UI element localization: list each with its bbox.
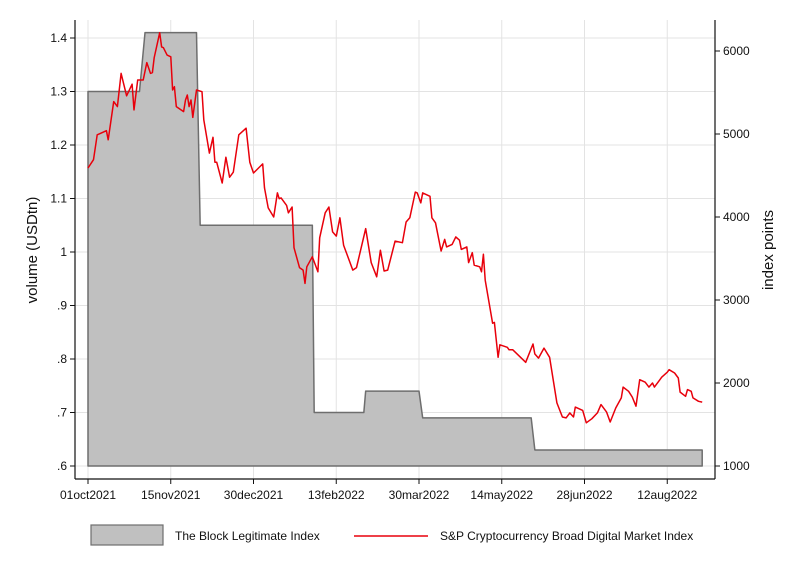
y-right-tick-label: 4000: [723, 210, 750, 224]
y-left-tick-label: 1.3: [50, 85, 67, 99]
sp-crypto-index-polyline: [87, 31, 703, 424]
legend-label-block-index: The Block Legitimate Index: [175, 529, 320, 543]
axes: .6 .7 .8 .9 1 1.1 1.2 1.3 1.4 1000 2000 3000 4000 500…: [50, 20, 750, 502]
y-right-tick-label: 2000: [723, 376, 750, 390]
y-left-tick-label: 1.1: [50, 192, 67, 206]
legend-swatch-block-index: [90, 524, 164, 546]
y-right-tick-label: 3000: [723, 293, 750, 307]
x-tick-label: 01oct2021: [60, 488, 116, 502]
sp-crypto-index-line: [87, 31, 703, 424]
y-left-tick-label: .9: [57, 299, 67, 313]
x-tick-label: 14may2022: [470, 488, 533, 502]
x-tick-label: 12aug2022: [637, 488, 697, 502]
y-left-tick-label: 1.2: [50, 138, 67, 152]
y-left-tick-label: 1: [60, 245, 67, 259]
x-tick-label: 30dec2021: [224, 488, 284, 502]
y-axis-left-label: volume (USDtn): [24, 197, 41, 304]
x-tick-label: 13feb2022: [308, 488, 365, 502]
y-right-tick-label: 5000: [723, 127, 750, 141]
y-left-tick-label: 1.4: [50, 31, 67, 45]
x-tick-label: 30mar2022: [389, 488, 450, 502]
x-tick-label: 28jun2022: [556, 488, 612, 502]
y-left-tick-label: .6: [57, 459, 67, 473]
legend: The Block Legitimate Index S&P Cryptocur…: [90, 524, 693, 546]
y-right-tick-label: 1000: [723, 459, 750, 473]
y-axis-right-label: index points: [760, 210, 777, 290]
legend-label-sp-index: S&P Cryptocurrency Broad Digital Market …: [440, 529, 693, 543]
block-legitimate-index-step-area: [87, 31, 703, 467]
y-left-tick-label: .7: [57, 406, 67, 420]
x-tick-label: 15nov2021: [141, 488, 201, 502]
y-right-tick-label: 6000: [723, 44, 750, 58]
y-left-tick-label: .8: [57, 352, 67, 366]
block-legitimate-index-area: [87, 31, 703, 467]
